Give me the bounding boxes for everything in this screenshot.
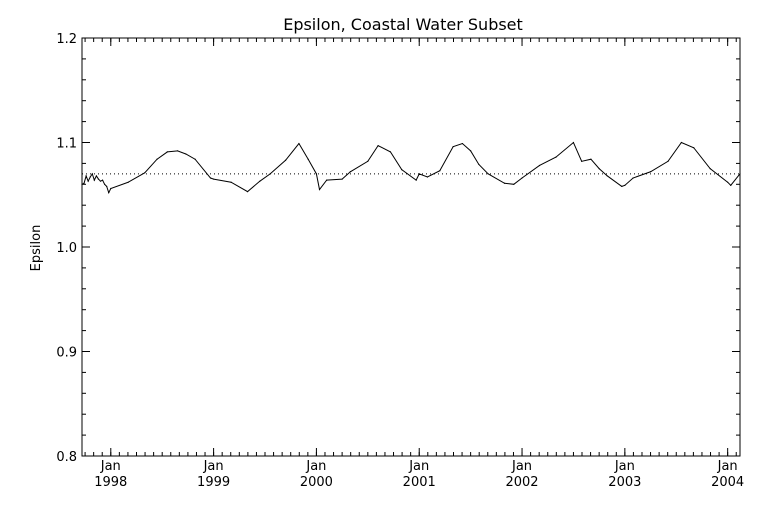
data-point: [590, 158, 592, 160]
x-tick-year: 2000: [300, 475, 333, 490]
data-point: [269, 173, 271, 175]
y-tick-label: 1.0: [56, 241, 77, 256]
data-point: [91, 173, 93, 175]
data-point: [341, 178, 343, 180]
data-point: [89, 176, 91, 178]
data-point: [426, 176, 429, 178]
data-point: [259, 180, 261, 182]
chart-title: Epsilon, Coastal Water Subset: [283, 15, 523, 34]
data-point: [461, 142, 464, 145]
data-point: [108, 192, 110, 194]
data-point: [81, 183, 83, 185]
x-tick-year: 2003: [608, 475, 641, 490]
data-point: [487, 173, 489, 175]
x-tick-year: 2004: [711, 475, 744, 490]
x-tick-month: Jan: [408, 459, 429, 474]
data-point: [452, 146, 454, 148]
data-point: [209, 177, 212, 179]
x-tick-year: 2002: [505, 475, 538, 490]
data-point: [367, 160, 369, 162]
data-point: [156, 158, 158, 160]
data-point: [415, 179, 417, 181]
data-point: [93, 179, 95, 181]
data-point: [166, 151, 168, 153]
data-point: [87, 180, 89, 182]
data-point: [97, 178, 100, 180]
data-point: [104, 183, 106, 185]
data-point: [95, 175, 97, 177]
data-point: [680, 141, 682, 144]
data-point: [110, 187, 112, 190]
data-point: [581, 160, 583, 162]
data-point: [185, 153, 187, 155]
series-line-epsilon: [81, 141, 741, 194]
data-point: [606, 175, 608, 177]
data-point: [230, 181, 232, 183]
y-tick-label: 0.9: [56, 346, 77, 361]
data-point: [83, 182, 85, 184]
data-point: [349, 171, 351, 173]
data-point: [439, 170, 441, 172]
series-points: [81, 141, 741, 194]
y-axis-label: Epsilon: [29, 225, 44, 272]
y-axis: 0.8 0.9 1.0 1.1 1.2: [56, 32, 740, 465]
data-point: [99, 180, 102, 182]
data-point: [318, 188, 321, 191]
data-point: [632, 177, 634, 179]
data-point: [503, 182, 506, 184]
data-point: [649, 171, 652, 173]
data-point: [144, 172, 146, 174]
data-point: [389, 151, 392, 153]
data-point: [127, 181, 129, 183]
plot-frame: [81, 37, 741, 457]
data-point: [418, 173, 420, 175]
data-point: [298, 142, 300, 145]
data-point: [572, 141, 575, 144]
data-point: [727, 181, 729, 183]
data-point: [521, 177, 523, 179]
x-tick-month: Jan: [203, 459, 224, 474]
data-point: [315, 173, 318, 175]
data-point: [513, 183, 515, 185]
data-point: [307, 158, 309, 160]
data-point: [538, 164, 541, 167]
data-point: [377, 145, 379, 147]
data-point: [246, 191, 249, 193]
data-point: [106, 185, 108, 187]
x-tick-year: 1998: [94, 475, 127, 490]
data-point: [709, 168, 711, 170]
x-tick-month: Jan: [717, 459, 738, 474]
data-point: [213, 178, 215, 180]
data-point: [667, 160, 669, 162]
data-point: [326, 179, 328, 181]
x-tick-month: Jan: [511, 459, 532, 474]
x-tick-year: 1999: [197, 475, 230, 490]
data-point: [693, 147, 695, 149]
x-axis: Jan1998Jan1999Jan2000Jan2001Jan2002Jan20…: [84, 38, 744, 490]
data-point: [284, 159, 287, 161]
y-tick-label: 1.1: [56, 137, 77, 152]
data-point: [624, 184, 626, 186]
data-point: [598, 168, 600, 170]
y-tick-label: 1.2: [56, 32, 77, 47]
data-point: [470, 150, 472, 152]
data-point: [739, 173, 741, 175]
y-tick-label: 0.8: [56, 450, 77, 465]
data-point: [621, 185, 623, 187]
data-point: [85, 175, 87, 177]
data-point: [194, 158, 196, 160]
x-tick-month: Jan: [100, 459, 121, 474]
x-tick-month: Jan: [614, 459, 635, 474]
data-point: [101, 179, 104, 181]
data-point: [730, 184, 732, 186]
data-point: [177, 150, 179, 152]
x-tick-month: Jan: [305, 459, 326, 474]
x-tick-year: 2001: [403, 475, 436, 490]
data-point: [555, 156, 557, 158]
data-point: [401, 169, 403, 171]
data-point: [478, 163, 480, 166]
